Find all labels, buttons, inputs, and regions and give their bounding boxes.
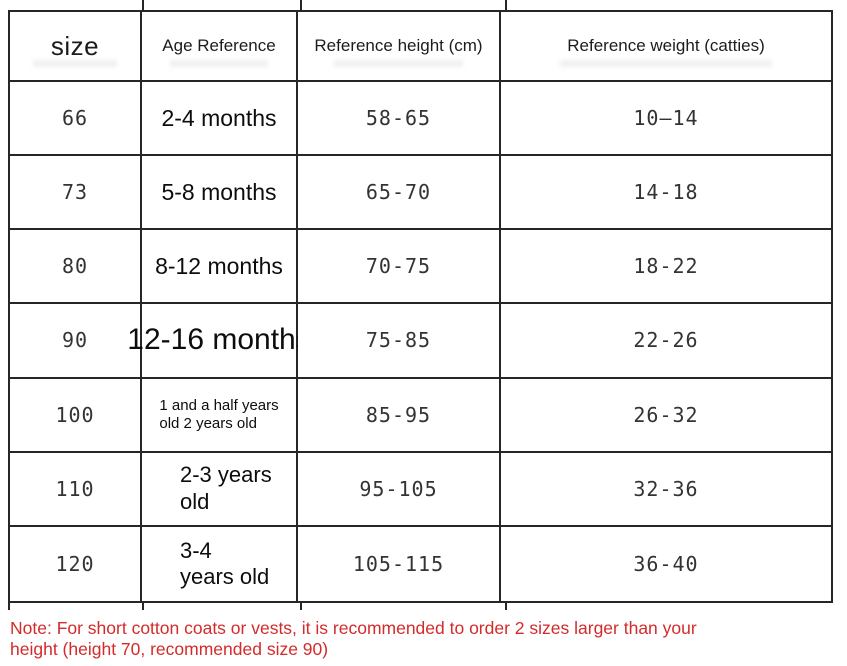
cell-age: 12-16 months: [127, 304, 311, 379]
cell-size: 110: [10, 452, 142, 527]
cell-weight: 14-18: [501, 156, 831, 231]
cell-weight: 26-32: [501, 378, 831, 453]
cell-size: 80: [10, 230, 142, 305]
header-size: size: [10, 12, 142, 82]
cell-size: 100: [10, 378, 142, 453]
table-border-tick: [505, 0, 507, 10]
cell-size: 73: [10, 156, 142, 231]
table-border-tick: [300, 0, 302, 10]
table-border-tick: [8, 603, 10, 610]
cell-height: 58-65: [298, 82, 501, 157]
cell-size: 66: [10, 82, 142, 157]
cell-height: 95-105: [298, 452, 501, 527]
cell-age: 5-8 months: [142, 156, 298, 231]
table-border-tick: [142, 603, 144, 610]
table-border-tick: [142, 0, 144, 10]
cell-age: 8-12 months: [142, 230, 298, 305]
table-border-tick: [505, 603, 507, 610]
cell-age: 2-4 months: [142, 82, 298, 157]
cell-height: 75-85: [298, 304, 501, 379]
cell-height: 70-75: [298, 230, 501, 305]
header-weight: Reference weight (catties): [501, 12, 831, 82]
cell-size: 90: [10, 304, 142, 379]
header-height: Reference height (cm): [298, 12, 501, 82]
cell-height: 85-95: [298, 378, 501, 453]
cell-age: 1 and a half years old 2 years old: [142, 378, 298, 453]
cell-size: 120: [10, 526, 142, 601]
cell-weight: 10—14: [501, 82, 831, 157]
header-age: Age Reference: [142, 12, 298, 82]
cell-weight: 18-22: [501, 230, 831, 305]
cell-weight: 36-40: [501, 526, 831, 601]
table-border-tick: [300, 603, 302, 610]
cell-weight: 32-36: [501, 452, 831, 527]
cell-height: 65-70: [298, 156, 501, 231]
cell-age: 3-4 years old: [142, 526, 298, 601]
cell-height: 105-115: [298, 526, 501, 601]
size-reference-table: size Age Reference Reference height (cm)…: [8, 10, 833, 603]
cell-weight: 22-26: [501, 304, 831, 379]
size-note: Note: For short cotton coats or vests, i…: [10, 618, 697, 659]
cell-age: 2-3 years old: [142, 452, 298, 527]
